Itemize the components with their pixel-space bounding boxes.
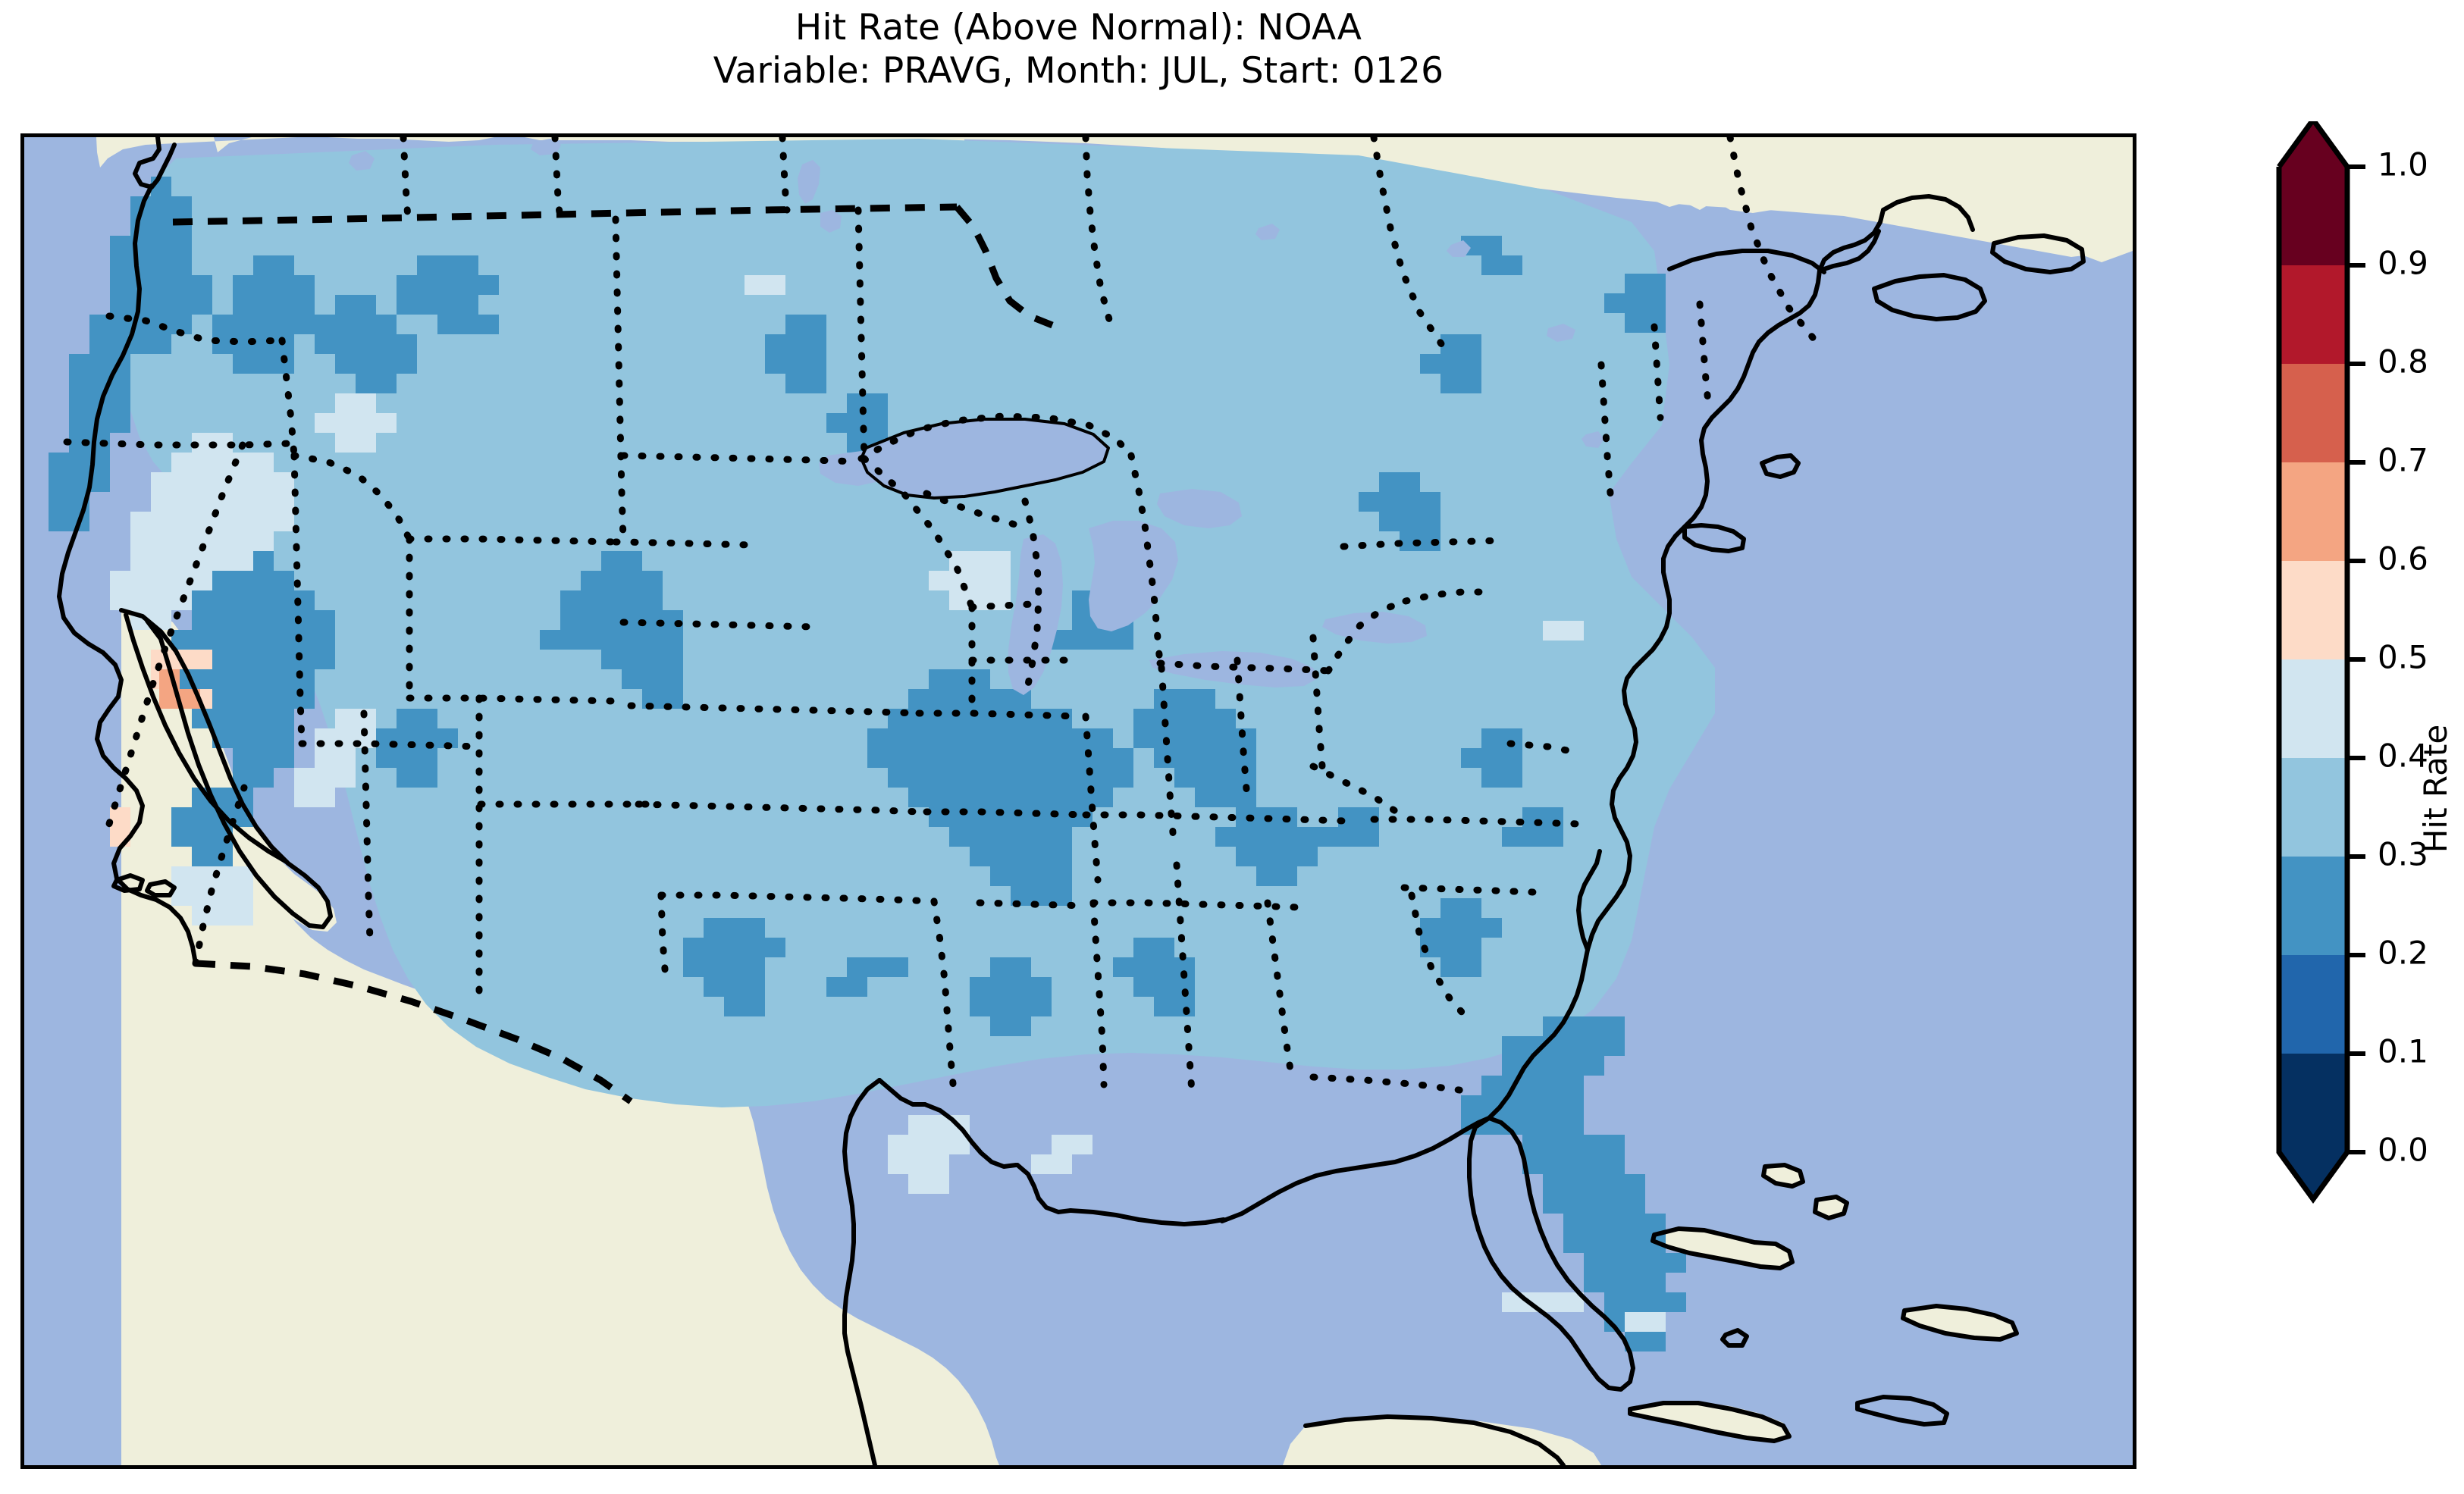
colorbar-bands: [2279, 167, 2347, 1152]
colorbar-tick-0p4: 0.4: [2378, 738, 2428, 775]
colorbar-tick-0p8: 0.8: [2378, 343, 2428, 381]
colorbar-tick-0p2: 0.2: [2378, 935, 2428, 972]
colorbar-axis-label-text: Hit Rate: [2417, 724, 2455, 853]
colorbar-under-arrow: [2279, 1152, 2347, 1199]
land-yucatan: [1283, 1418, 1601, 1465]
map-axes[interactable]: [20, 133, 2136, 1469]
state-borders: [63, 137, 1819, 1096]
figure-title: Hit Rate (Above Normal): NOAA Variable: …: [713, 7, 1444, 92]
colorbar-tick-0p6: 0.6: [2378, 540, 2428, 578]
colorbar-svg: 1.0 0.9 0.8 0.7 0.6 0.5 0.4 0.3 0.2 0.1 …: [2276, 121, 2428, 1204]
colorbar[interactable]: 1.0 0.9 0.8 0.7 0.6 0.5 0.4 0.3 0.2 0.1 …: [2267, 121, 2464, 1455]
colorbar-tick-0p3: 0.3: [2378, 836, 2428, 873]
colorbar-tick-0p7: 0.7: [2378, 442, 2428, 479]
map-canvas: [24, 137, 2133, 1465]
colorbar-tick-0p9: 0.9: [2378, 245, 2428, 282]
land-caribbean: [1653, 1227, 1792, 1267]
land-cuba-east: [1630, 1402, 1791, 1439]
coastlines: [57, 137, 2086, 1465]
colorbar-over-arrow: [2279, 121, 2347, 167]
colorbar-axis-label: Hit Rate: [2409, 121, 2462, 1455]
colorbar-tick-0p5: 0.5: [2378, 639, 2428, 676]
colorbar-ticks: [2347, 164, 2365, 1154]
land-canada-fill: [114, 137, 2133, 257]
colorbar-tick-labels: 1.0 0.9 0.8 0.7 0.6 0.5 0.4 0.3 0.2 0.1 …: [2378, 146, 2428, 1169]
colorbar-tick-1p0: 1.0: [2378, 146, 2428, 183]
country-borders: [172, 203, 1054, 1104]
colorbar-tick-0p1: 0.1: [2378, 1033, 2428, 1070]
colorbar-tick-0p0: 0.0: [2378, 1132, 2428, 1169]
data-layer-b3-0p2-0p3: [49, 177, 1686, 1351]
